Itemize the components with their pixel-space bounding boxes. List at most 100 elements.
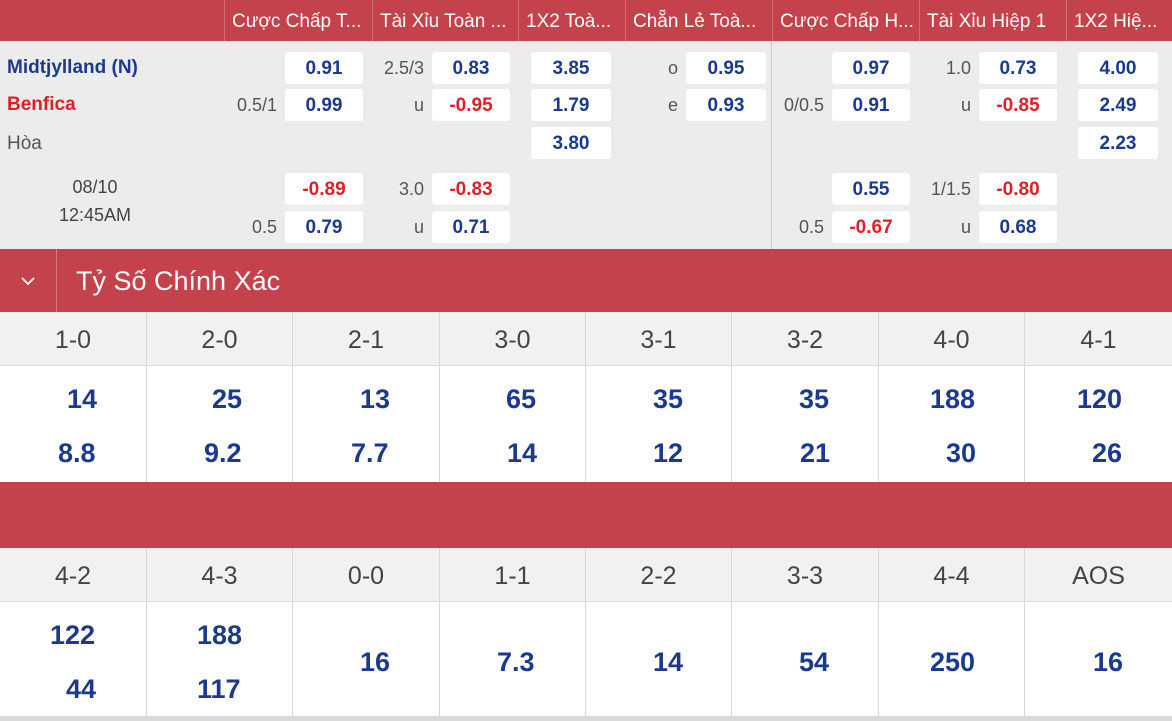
score-cell-0-0 xyxy=(293,602,440,716)
header-handicap-h1[interactable]: Cược Chấp H... xyxy=(772,0,919,41)
ou-ft-over-odds-2[interactable]: -0.83 xyxy=(432,173,510,205)
hdp-h1-away-odds-2[interactable]: -0.67 xyxy=(832,211,910,243)
ou-ft-over-odds-1[interactable]: 0.83 xyxy=(432,52,510,84)
score-3-0-odds-b[interactable]: 14 xyxy=(507,438,538,468)
header-1x2-ft[interactable]: 1X2 Toà... xyxy=(518,0,625,41)
score-header-0-0: 0-0 xyxy=(293,548,440,602)
score-3-1-odds-a[interactable]: 35 xyxy=(653,384,684,414)
header-odd-even-ft[interactable]: Chẵn Lẻ Toà... xyxy=(625,0,772,41)
oe-ft-even-odds[interactable]: 0.93 xyxy=(686,89,766,121)
hdp-h1-home-odds-2[interactable]: 0.55 xyxy=(832,173,910,205)
score-3-2-odds-a[interactable]: 35 xyxy=(799,384,830,414)
score-header-3-3: 3-3 xyxy=(732,548,879,602)
header-over-under-h1[interactable]: Tài Xỉu Hiệp 1 xyxy=(919,0,1066,41)
score-cell-4-2 xyxy=(0,602,147,716)
score-3-0-odds-a[interactable]: 65 xyxy=(506,384,537,414)
section-title: Tỷ Số Chính Xác xyxy=(76,266,281,296)
ou-ft-under-label-1: u xyxy=(413,95,424,115)
oe-ft-odd-odds[interactable]: 0.95 xyxy=(686,52,766,84)
score-header-4-0: 4-0 xyxy=(879,312,1025,366)
market-header-bar xyxy=(0,0,1172,41)
hdp-h1-away-odds-1[interactable]: 0.91 xyxy=(832,89,910,121)
score-2-1-odds-a[interactable]: 13 xyxy=(360,384,391,414)
header-1x2-h1[interactable]: 1X2 Hiệ... xyxy=(1066,0,1172,41)
score-header-3-0: 3-0 xyxy=(440,312,586,366)
hdp-ft-home-odds-1[interactable]: 0.91 xyxy=(285,52,363,84)
score-aos-odds[interactable]: 16 xyxy=(1093,647,1124,677)
score-cell-3-1 xyxy=(586,366,732,482)
score-header-3-2: 3-2 xyxy=(732,312,879,366)
score-cell-aos xyxy=(1025,602,1172,716)
hdp-h1-home-odds-1[interactable]: 0.97 xyxy=(832,52,910,84)
section-toggle-button[interactable] xyxy=(0,249,57,312)
score-3-2-odds-b[interactable]: 21 xyxy=(800,438,831,468)
ou-ft-under-odds-2[interactable]: 0.71 xyxy=(432,211,510,243)
score-2-0-odds-b[interactable]: 9.2 xyxy=(204,438,242,468)
ou-h1-under-label-1: u xyxy=(960,95,971,115)
score-4-0-odds-a[interactable]: 188 xyxy=(930,384,976,414)
hdp-ft-away-odds-1[interactable]: 0.99 xyxy=(285,89,363,121)
ou-h1-over-odds-1[interactable]: 0.73 xyxy=(979,52,1057,84)
x12-ft-away-odds[interactable]: 1.79 xyxy=(531,89,611,121)
section-divider-bar xyxy=(0,482,1172,548)
bottom-border xyxy=(0,716,1172,721)
hdp-ft-away-odds-2[interactable]: 0.79 xyxy=(285,211,363,243)
score-cell-3-3 xyxy=(732,602,879,716)
x12-ft-home-odds[interactable]: 3.85 xyxy=(531,52,611,84)
score-2-0-odds-a[interactable]: 25 xyxy=(212,384,243,414)
score-4-1-odds-a[interactable]: 120 xyxy=(1077,384,1123,414)
score-3-3-odds[interactable]: 54 xyxy=(799,647,830,677)
x12-h1-home-odds[interactable]: 4.00 xyxy=(1078,52,1158,84)
score-2-2-odds[interactable]: 14 xyxy=(653,647,684,677)
ou-h1-under-odds-1[interactable]: -0.85 xyxy=(979,89,1057,121)
score-2-1-odds-b[interactable]: 7.7 xyxy=(351,438,389,468)
score-cell-1-0 xyxy=(0,366,147,482)
score-header-2-2: 2-2 xyxy=(586,548,732,602)
chevron-down-icon xyxy=(21,276,35,285)
score-4-2-odds-a[interactable]: 122 xyxy=(50,620,96,650)
oe-ft-even-label: e xyxy=(667,95,678,115)
score-header-1-0: 1-0 xyxy=(0,312,147,366)
score-4-1-odds-b[interactable]: 26 xyxy=(1092,438,1123,468)
score-cell-2-2 xyxy=(586,602,732,716)
hdp-ft-home-odds-2[interactable]: -0.89 xyxy=(285,173,363,205)
score-4-3-odds-a[interactable]: 188 xyxy=(197,620,243,650)
ou-h1-over-odds-2[interactable]: -0.80 xyxy=(979,173,1057,205)
x12-ft-draw-odds[interactable]: 3.80 xyxy=(531,127,611,159)
score-1-1-odds[interactable]: 7.3 xyxy=(497,647,535,677)
score-3-1-odds-b[interactable]: 12 xyxy=(653,438,684,468)
ou-h1-line-1: 1.0 xyxy=(945,58,971,78)
ou-ft-line-1: 2.5/3 xyxy=(383,58,424,78)
hdp-ft-line-2: 0.5 xyxy=(251,217,277,237)
match-time: 12:45AM xyxy=(58,205,132,225)
half-divider xyxy=(771,41,772,249)
header-over-under-ft[interactable]: Tài Xỉu Toàn ... xyxy=(372,0,518,41)
ou-h1-under-odds-2[interactable]: 0.68 xyxy=(979,211,1057,243)
score-4-4-odds[interactable]: 250 xyxy=(930,647,976,677)
ou-ft-line-2: 3.0 xyxy=(398,179,424,199)
away-team-name: Benfica xyxy=(7,94,76,115)
score-1-0-odds-a[interactable]: 14 xyxy=(67,384,98,414)
hdp-h1-line-1: 0/0.5 xyxy=(783,95,824,115)
hdp-h1-line-2: 0.5 xyxy=(798,217,824,237)
ou-ft-under-odds-1[interactable]: -0.95 xyxy=(432,89,510,121)
score-header-4-2: 4-2 xyxy=(0,548,147,602)
score-4-0-odds-b[interactable]: 30 xyxy=(946,438,977,468)
draw-label: Hòa xyxy=(7,133,42,154)
score-header-2-0: 2-0 xyxy=(147,312,293,366)
x12-h1-draw-odds[interactable]: 2.23 xyxy=(1078,127,1158,159)
ou-h1-line-2: 1/1.5 xyxy=(930,179,971,199)
hdp-ft-line-1: 0.5/1 xyxy=(236,95,277,115)
score-header-4-3: 4-3 xyxy=(147,548,293,602)
score-4-3-odds-b[interactable]: 117 xyxy=(197,674,241,704)
score-cell-2-1 xyxy=(293,366,440,482)
score-0-0-odds[interactable]: 16 xyxy=(360,647,391,677)
score-header-2-1: 2-1 xyxy=(293,312,440,366)
score-cell-2-0 xyxy=(147,366,293,482)
match-date: 08/10 xyxy=(72,177,118,197)
header-handicap-ft[interactable]: Cược Chấp T... xyxy=(224,0,372,41)
score-4-2-odds-b[interactable]: 44 xyxy=(66,674,97,704)
score-header-4-4: 4-4 xyxy=(879,548,1025,602)
score-1-0-odds-b[interactable]: 8.8 xyxy=(58,438,96,468)
x12-h1-away-odds[interactable]: 2.49 xyxy=(1078,89,1158,121)
